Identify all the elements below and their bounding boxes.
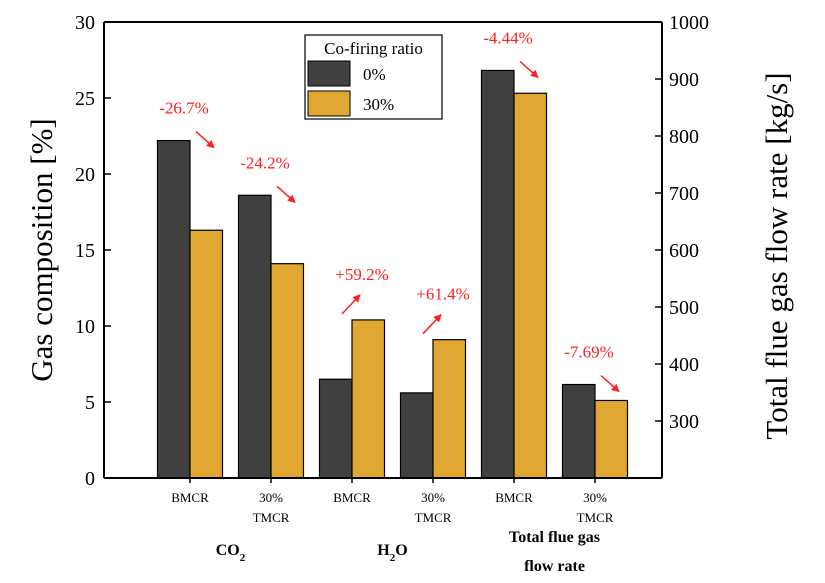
left-tick-label: 5 [85,392,95,414]
bar-ratio-30-cat-0 [189,229,224,479]
bar-ratio-0-cat-5 [561,383,596,479]
category-label-sub: TMCR [577,510,614,525]
category-label: BMCR [333,490,371,505]
left-tick-label: 25 [75,88,95,110]
right-tick-label: 600 [669,240,699,262]
left-tick-label: 0 [85,468,95,490]
left-axis-title: Gas composition [%] [24,118,59,381]
group-label-line2: flow rate [524,558,585,575]
group-label: H2O [377,542,407,564]
percent-change-arrow [276,185,296,203]
percent-change-label: -7.69% [564,343,614,362]
bar-ratio-0-cat-3 [399,392,434,479]
left-tick-label: 30 [75,12,95,34]
left-tick-label: 20 [75,164,95,186]
right-tick-label: 1000 [669,12,709,34]
bar-ratio-30-cat-2 [351,319,386,479]
percent-change-arrow [519,60,539,79]
category-label-sub: TMCR [253,510,290,525]
category-label: 30% [421,490,445,505]
legend-swatch-0 [307,60,351,87]
bar-ratio-30-cat-4 [513,92,548,479]
bar-ratio-30-cat-3 [432,339,467,479]
bar-ratio-30-cat-1 [270,263,305,479]
legend-swatch-1 [307,90,351,117]
bar-ratio-0-cat-0 [156,139,191,479]
legend-label-1: 30% [363,95,394,114]
percent-change-label: -24.2% [240,153,290,172]
right-tick-label: 500 [669,297,699,319]
percent-change-arrow [600,374,620,393]
category-label: BMCR [495,490,533,505]
right-tick-label: 300 [669,411,699,433]
category-label: BMCR [171,490,209,505]
group-label: CO2 [216,542,246,564]
right-tick-label: 800 [669,126,699,148]
right-tick-label: 400 [669,354,699,376]
percent-change-label: -26.7% [159,99,209,118]
right-axis-title: Total flue gas flow rate [kg/s] [759,72,794,439]
percent-change-label: +59.2% [335,265,389,284]
right-tick-label: 900 [669,69,699,91]
legend-label-0: 0% [363,65,386,84]
right-tick-label: 700 [669,183,699,205]
legend-title: Co-firing ratio [324,39,423,58]
percent-change-label: +61.4% [416,285,470,304]
bar-ratio-0-cat-4 [480,69,515,479]
bar-ratio-0-cat-1 [237,194,272,479]
category-label: 30% [583,490,607,505]
percent-change-label: -4.44% [483,28,533,47]
left-tick-label: 10 [75,316,95,338]
percent-change-arrow [422,313,442,335]
percent-change-arrow [195,130,215,149]
bar-ratio-0-cat-2 [318,378,353,479]
category-label-sub: TMCR [415,510,452,525]
bar-ratio-30-cat-5 [594,399,629,479]
group-label: Total flue gas [509,529,600,546]
category-label: 30% [259,490,283,505]
left-tick-label: 15 [75,240,95,262]
percent-change-arrow [341,294,361,315]
